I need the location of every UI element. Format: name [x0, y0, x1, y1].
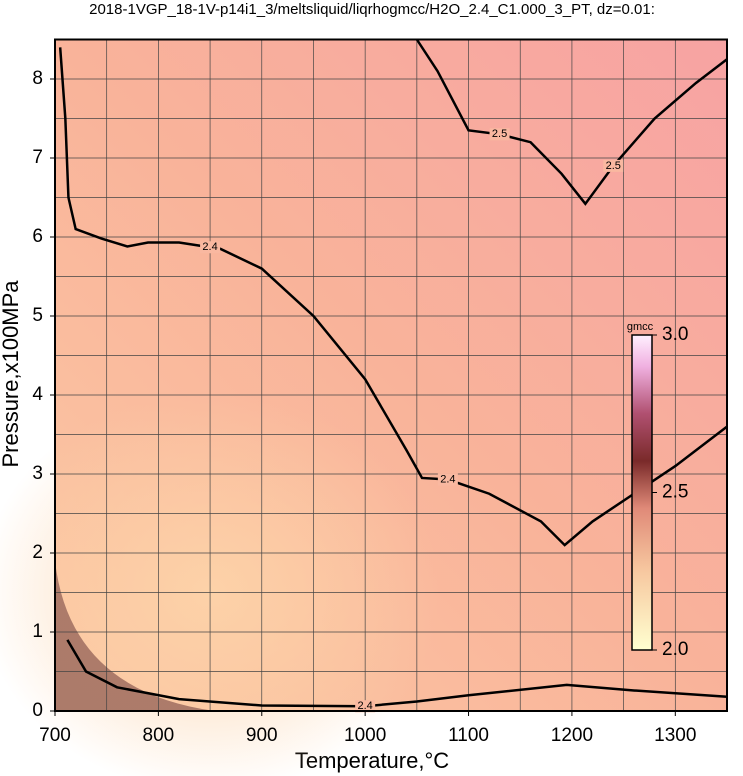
colorbar-tick-label: 2.5 [662, 482, 688, 503]
contour-label: 2.4 [358, 700, 373, 712]
colorbar-tick-label: 2.0 [662, 639, 688, 660]
contour-label-bg [355, 700, 376, 713]
colorbar [631, 334, 653, 651]
y-tick-label: 0 [32, 700, 43, 721]
x-tick-label: 800 [143, 725, 175, 746]
chart-title: 2018-1VGP_18-1V-p14i1_3/meltsliquid/liqr… [89, 1, 655, 18]
x-tick-label: 700 [39, 725, 71, 746]
y-tick-label: 8 [32, 68, 43, 89]
y-tick-label: 2 [32, 542, 43, 563]
contour-line [415, 38, 728, 206]
contour-label-bg [437, 473, 458, 486]
y-tick-label: 6 [32, 226, 43, 247]
x-tick-label: 1200 [551, 725, 593, 746]
colorbar-label: gmcc [627, 321, 654, 333]
y-tick-label: 1 [32, 621, 43, 642]
contour-label-bg [200, 241, 221, 254]
y-tick-label: 3 [32, 463, 43, 484]
y-tick-label: 4 [32, 384, 43, 405]
contour-line [58, 47, 728, 547]
x-tick-label: 1100 [448, 725, 489, 746]
contour-label: 2.4 [440, 473, 455, 485]
colorbar-tick-label: 3.0 [662, 324, 688, 345]
y-tick-label: 7 [32, 147, 43, 168]
contour-label-bg [489, 128, 510, 141]
contour-label: 2.4 [202, 241, 217, 253]
contour-label: 2.5 [606, 160, 621, 172]
contour-label-bg [603, 159, 624, 172]
x-tick-label: 900 [246, 725, 278, 746]
contour-label: 2.5 [492, 128, 507, 140]
shading [55, 561, 215, 711]
x-tick-label: 1000 [344, 725, 386, 746]
y-axis-label: Pressure,x100MPa [0, 280, 23, 468]
y-tick-label: 5 [32, 305, 43, 326]
plot-frame [54, 38, 728, 712]
x-tick-label: 1300 [654, 725, 696, 746]
